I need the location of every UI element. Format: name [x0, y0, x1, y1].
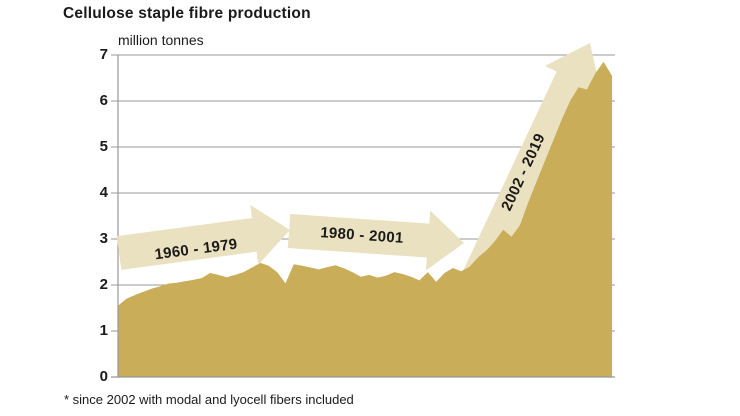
- y-tick-label: 5: [99, 138, 108, 155]
- y-tick-label: 1: [99, 322, 108, 339]
- y-tick-label: 2: [99, 276, 108, 293]
- chart-title: Cellulose staple fibre production: [63, 5, 311, 22]
- arrow-1980-2001: [287, 210, 464, 271]
- arrow-2002-2019: [456, 43, 602, 300]
- footnote: * since 2002 with modal and lyocell fibe…: [64, 392, 354, 407]
- y-axis-unit-label: million tonnes: [118, 32, 204, 48]
- y-tick-label: 3: [99, 230, 108, 247]
- y-tick-label: 6: [99, 92, 108, 109]
- y-tick-label: 0: [99, 368, 108, 385]
- arrow-label-1980-2001: 1980 - 2001: [320, 224, 404, 247]
- y-tick-label: 4: [99, 184, 108, 201]
- arrow-1960-1979: [116, 205, 290, 270]
- y-tick-label: 7: [99, 46, 108, 63]
- y-axis-tick-labels: 7 6 5 4 3 2 1 0: [64, 0, 108, 416]
- area-series: [118, 61, 612, 378]
